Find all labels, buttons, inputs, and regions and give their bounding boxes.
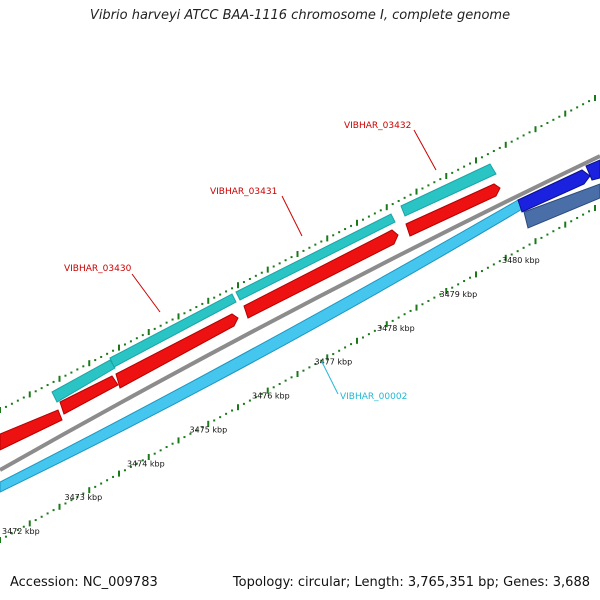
genome-summary-text: Topology: circular; Length: 3,765,351 bp… bbox=[232, 575, 590, 590]
leader-line-00002 bbox=[321, 361, 339, 395]
gene-red-2[interactable] bbox=[59, 375, 119, 415]
leader-line-03432 bbox=[413, 129, 437, 171]
gene-label-03430[interactable]: VIBHAR_03430 bbox=[64, 264, 132, 274]
gene-red-5[interactable] bbox=[405, 183, 501, 237]
gene-label-03432[interactable]: VIBHAR_03432 bbox=[344, 121, 411, 131]
tick-label-3472: 3472 kbp bbox=[2, 527, 40, 536]
gene-teal-4[interactable] bbox=[400, 163, 497, 217]
tick-label-3479: 3479 kbp bbox=[440, 290, 478, 299]
gene-red-4[interactable] bbox=[243, 229, 399, 319]
gene-teal-3[interactable] bbox=[235, 213, 396, 301]
tick-label-3476: 3476 kbp bbox=[252, 392, 290, 401]
gene-red-3[interactable] bbox=[115, 313, 239, 389]
red-gene-track bbox=[0, 183, 501, 451]
gene-label-03431[interactable]: VIBHAR_03431 bbox=[210, 187, 277, 197]
genome-backbone bbox=[0, 154, 600, 472]
tick-label-3475: 3475 kbp bbox=[190, 425, 228, 434]
gene-teal-1[interactable] bbox=[51, 359, 116, 403]
gene-blue-2[interactable] bbox=[585, 159, 600, 181]
inner-tick-ring bbox=[0, 205, 596, 543]
teal-gene-track bbox=[51, 163, 497, 403]
outer-tick-ring bbox=[0, 95, 596, 413]
gene-teal-2[interactable] bbox=[109, 293, 237, 368]
tick-label-3477: 3477 kbp bbox=[315, 358, 353, 367]
tick-label-3474: 3474 kbp bbox=[127, 459, 165, 468]
gene-blue-1[interactable] bbox=[517, 169, 591, 213]
leader-line-03431 bbox=[281, 195, 303, 237]
gene-lightblue-00002[interactable] bbox=[0, 199, 525, 493]
tick-label-3473: 3473 kbp bbox=[65, 493, 103, 502]
gene-label-00002[interactable]: VIBHAR_00002 bbox=[340, 392, 407, 402]
tick-label-3480: 3480 kbp bbox=[502, 256, 540, 265]
tick-label-group: 3472 kbp 3473 kbp 3474 kbp 3475 kbp 3476 kbp… bbox=[2, 256, 540, 536]
tick-label-3478: 3478 kbp bbox=[377, 324, 415, 333]
leader-line-03430 bbox=[131, 273, 161, 313]
accession-text: Accession: NC_009783 bbox=[10, 575, 158, 590]
gene-leader-lines bbox=[131, 129, 437, 395]
gene-red-1[interactable] bbox=[0, 409, 63, 451]
gene-steel-1[interactable] bbox=[523, 183, 600, 229]
map-title: Vibrio harveyi ATCC BAA-1116 chromosome … bbox=[89, 8, 511, 23]
blue-gene-track bbox=[0, 159, 600, 493]
